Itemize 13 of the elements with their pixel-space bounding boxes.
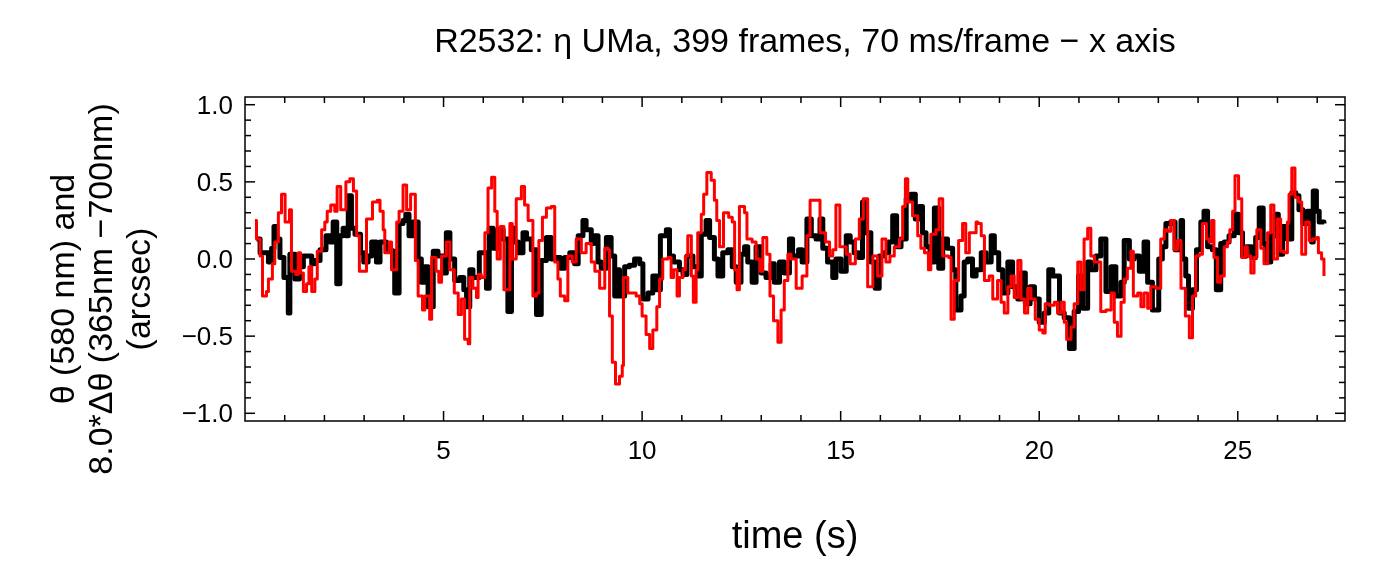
y-tick-label: 1.0 (196, 89, 233, 120)
x-tick-label: 20 (1024, 435, 1054, 465)
x-tick-label: 15 (826, 435, 856, 465)
y-tick-label: 0.0 (196, 244, 233, 275)
y-tick-label: 0.5 (196, 166, 233, 197)
chart-title: R2532: η UMa, 399 frames, 70 ms/frame − x axis (434, 21, 1176, 59)
y-tick-label: −1.0 (181, 398, 233, 429)
x-tick-label: 10 (627, 435, 657, 465)
y-axis-title: θ (580 nm) and 8.0*Δθ (365nm −700nm) (arcsec) (43, 103, 157, 475)
x-axis-title: time (s) (731, 514, 859, 556)
x-tick-label: 5 (436, 435, 451, 465)
y-tick-label: −0.5 (181, 321, 233, 352)
x-tick-label: 25 (1223, 435, 1253, 465)
